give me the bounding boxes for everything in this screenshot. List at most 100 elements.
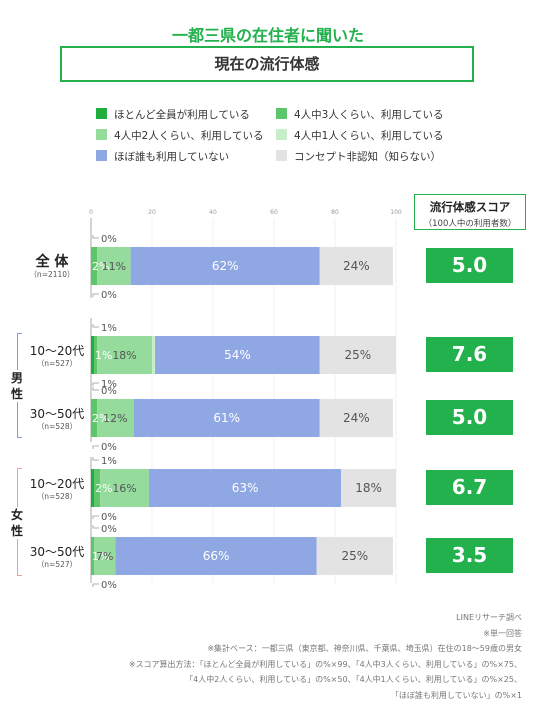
data-label: 0%: [101, 524, 117, 535]
row-label: 30〜50代: [29, 545, 85, 559]
bar-segment: [319, 336, 396, 374]
bar-segment: [155, 336, 320, 374]
legend-label: ほとんど全員が利用している: [114, 109, 250, 121]
bar-segment: [97, 247, 131, 285]
data-label: 66%: [203, 549, 230, 563]
label-leader: [92, 457, 99, 461]
footnote-line: 「ほぼ誰も利用していない」の%×1: [390, 690, 522, 700]
legend-item: ほとんど全員が利用している: [96, 108, 250, 122]
row-label-n: （n=528）: [36, 422, 78, 431]
data-label: 1%: [101, 456, 117, 467]
bar-segment: [319, 247, 393, 285]
score-box: 7.6: [426, 337, 513, 372]
data-label: 0%: [101, 512, 117, 523]
label-leader: [92, 515, 99, 519]
data-label: 2%: [95, 482, 112, 495]
chart-supertitle: 一都三県の在住者に聞いた: [171, 26, 364, 45]
legend-swatch: [276, 108, 287, 119]
legend-label: 4人中2人くらい、利用している: [114, 130, 264, 142]
bar-segment: [341, 469, 396, 507]
bar-segment: [91, 247, 98, 285]
legend-item: 4人中3人くらい、利用している: [276, 108, 444, 122]
data-label: 2%: [92, 260, 109, 273]
data-label: 0%: [101, 442, 117, 453]
bar-segment: [97, 336, 152, 374]
x-tick-label: 100: [390, 209, 402, 216]
score-header-subtitle: （100人中の利用者数）: [423, 219, 517, 229]
label-leader: [92, 387, 99, 391]
legend-label: ほぼ誰も利用していない: [114, 151, 230, 163]
bar-segment: [94, 336, 98, 374]
legend-item: 4人中2人くらい、利用している: [96, 129, 264, 143]
bar-segment: [100, 469, 149, 507]
bar-segment: [130, 247, 320, 285]
legend-swatch: [276, 129, 287, 140]
data-label: 1%: [92, 550, 109, 563]
score-header-title: 流行体感スコア: [429, 200, 511, 214]
legend-label: 4人中1人くらい、利用している: [294, 130, 444, 142]
footnote-line: ※スコア算出方法：「ほとんど全員が利用している」の%×99、「4人中3人くらい、…: [128, 659, 522, 669]
score-box: 6.7: [426, 470, 513, 505]
data-label: 25%: [341, 549, 368, 563]
row-label: 30〜50代: [29, 407, 85, 421]
bar-segment: [94, 537, 116, 575]
bar-segment: [91, 469, 95, 507]
row-label: 10〜20代: [29, 344, 85, 358]
data-label: 0%: [101, 386, 117, 397]
bar-segment: [97, 399, 134, 437]
score-box: 5.0: [426, 400, 513, 435]
data-label: 18%: [355, 481, 382, 495]
label-leader: [92, 235, 99, 239]
label-leader: [92, 293, 99, 297]
footnotes: LINEリサーチ調べ ※単一回答 ※集計ベース：一都三県（東京都、神奈川県、千葉県、…: [129, 610, 522, 703]
data-label: 1%: [101, 323, 117, 334]
footnote-line: ※単一回答: [483, 628, 522, 638]
data-label: 0%: [101, 290, 117, 301]
bar-segment: [152, 336, 156, 374]
score-header: 流行体感スコア （100人中の利用者数）: [414, 194, 526, 230]
footnote-line: ※集計ベース：一都三県（東京都、神奈川県、千葉県、埼玉県）在住の18〜59歳の男…: [207, 644, 522, 653]
data-label: 1%: [101, 379, 117, 390]
x-tick-label: 60: [270, 209, 278, 216]
legend-swatch: [96, 108, 107, 119]
row-label: 全 体: [35, 254, 69, 270]
footnote-line: LINEリサーチ調べ: [456, 613, 522, 622]
data-label: 12%: [103, 412, 127, 425]
data-label: 11%: [102, 260, 126, 273]
score-box: 3.5: [426, 538, 513, 573]
data-label: 0%: [101, 234, 117, 245]
legend-item: コンセプト非認知（知らない）: [276, 150, 441, 164]
label-leader: [92, 583, 99, 587]
bar-segment: [148, 469, 342, 507]
bar-segment: [91, 399, 98, 437]
data-label: 61%: [213, 411, 240, 425]
bar-segment: [115, 537, 317, 575]
data-label: 16%: [112, 482, 136, 495]
data-label: 7%: [96, 550, 113, 563]
data-label: 54%: [224, 348, 251, 362]
data-label: 63%: [232, 481, 259, 495]
x-tick-label: 80: [331, 209, 339, 216]
label-leader: [92, 324, 99, 328]
score-box: 5.0: [426, 248, 513, 283]
bar-segment: [319, 399, 393, 437]
x-tick-label: 0: [89, 209, 93, 216]
label-leader: [92, 525, 99, 529]
legend-swatch: [96, 150, 107, 161]
legend-swatch: [96, 129, 107, 140]
data-label: 1%: [95, 349, 112, 362]
data-label: 62%: [212, 259, 239, 273]
legend-label: 4人中3人くらい、利用している: [294, 109, 444, 121]
x-tick-label: 20: [148, 209, 156, 216]
bar-segment: [133, 399, 320, 437]
data-label: 24%: [343, 411, 370, 425]
footnote-line: 「4人中2人くらい、利用している」の%×50、「4人中1人くらい、利用している」…: [185, 675, 522, 684]
label-leader: [92, 445, 99, 449]
label-leader: [92, 382, 99, 386]
legend-label: コンセプト非認知（知らない）: [294, 151, 441, 163]
group-label: 女性: [10, 507, 24, 539]
row-label: 10〜20代: [29, 477, 85, 491]
bar-segment: [91, 336, 95, 374]
legend-item: 4人中1人くらい、利用している: [276, 129, 444, 143]
